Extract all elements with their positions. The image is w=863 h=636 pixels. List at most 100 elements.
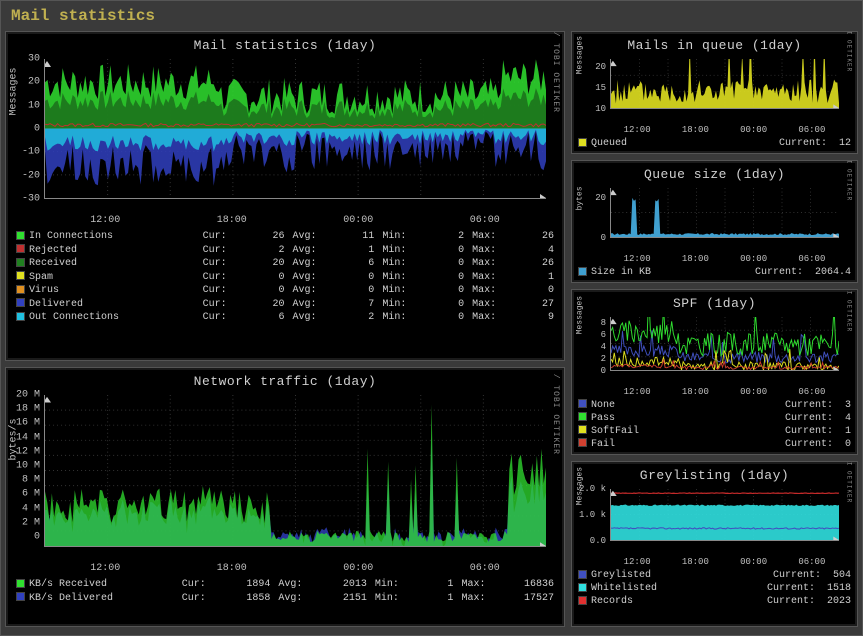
y-tick: 10 [12,100,40,111]
rrdtool-credit: RRDTOOL / TOBI OETIKER [846,461,853,503]
legend-row: In ConnectionsCur:26Avg:11Min:2Max:26 [12,230,558,244]
legend-row: GreylistedCurrent: 504 [578,569,851,582]
y-tick: 0 [12,124,40,135]
panel-mails-in-queue: Mails in queue (1day) Messages RRDTOOL /… [571,31,858,154]
window-frame: Mail statistics Mail statistics (1day) M… [0,0,863,636]
network-traffic-chart: bytes/s RRDTOOL / TOBI OETIKER 02 M4 M6 … [12,391,558,561]
y-tick: -20 [12,170,40,181]
y-tick: 20 [12,77,40,88]
x-tick: 12:00 [90,215,120,226]
y-tick: 10 M [12,461,40,472]
queue-legend: QueuedCurrent: 12 [578,137,851,150]
x-tick: 18:00 [682,125,709,135]
chart-title: Mails in queue (1day) [578,38,851,53]
x-tick: 00:00 [740,125,767,135]
dashboard-grid: Mail statistics (1day) Messages RRDTOOL … [5,31,858,627]
y-tick: 0 [578,366,606,376]
y-tick: 0 [578,233,606,243]
y-tick: 6 [578,330,606,340]
rrdtool-credit: RRDTOOL / TOBI OETIKER [846,160,853,201]
x-axis-ticks: 12:00 18:00 00:00 06:00 [578,125,851,135]
y-tick: 4 M [12,503,40,514]
legend-row: SpamCur:0Avg:0Min:0Max:1 [12,271,558,285]
y-tick: -10 [12,147,40,158]
x-tick: 06:00 [798,557,825,567]
y-tick: 16 M [12,418,40,429]
x-axis-ticks: 12:0018:0000:0006:00 [578,387,851,397]
y-tick: 30 [12,54,40,65]
x-axis-ticks: 12:00 18:00 00:00 06:00 [12,563,558,574]
chart-title: Greylisting (1day) [578,468,851,483]
x-axis-ticks: 12:0018:0000:0006:00 [578,557,851,567]
page-title: Mail statistics [5,5,858,31]
spf-legend: NoneCurrent: 3PassCurrent: 4SoftFailCurr… [578,399,851,451]
legend-row: NoneCurrent: 3 [578,399,851,412]
queue-size-legend: Size in KBCurrent: 2064.4 [578,266,851,279]
chart-title: Network traffic (1day) [12,374,558,389]
x-tick: 06:00 [470,215,500,226]
legend-row: FailCurrent: 0 [578,438,851,451]
y-tick: 20 M [12,390,40,401]
rrdtool-credit: RRDTOOL / TOBI OETIKER [552,31,561,113]
panel-queue-size: Queue size (1day) bytes RRDTOOL / TOBI O… [571,160,858,283]
spf-chart: Messages RRDTOOL / TOBI OETIKER 02468 [578,313,851,385]
greylisting-chart: Messages RRDTOOL / TOBI OETIKER 0.01.0 k… [578,485,851,555]
y-tick: 0 [12,532,40,543]
x-tick: 18:00 [682,557,709,567]
y-tick: 20 [578,193,606,203]
queue-size-chart: bytes RRDTOOL / TOBI OETIKER 020 [578,184,851,252]
chart-title: Mail statistics (1day) [12,38,558,53]
y-tick: 0.0 [578,536,606,546]
x-axis-ticks: 12:0018:0000:0006:00 [578,254,851,264]
y-tick: 18 M [12,404,40,415]
x-tick: 00:00 [740,387,767,397]
x-tick: 12:00 [624,387,651,397]
y-tick: 15 [578,83,606,93]
x-tick: 12:00 [624,125,651,135]
greylisting-legend: GreylistedCurrent: 504WhitelistedCurrent… [578,569,851,608]
legend-row: VirusCur:0Avg:0Min:0Max:0 [12,284,558,298]
panel-spf: SPF (1day) Messages RRDTOOL / TOBI OETIK… [571,289,858,455]
rrdtool-credit: RRDTOOL / TOBI OETIKER [846,31,853,72]
legend-row: QueuedCurrent: 12 [578,137,851,150]
x-tick: 06:00 [798,254,825,264]
legend-row: RejectedCur:2Avg:1Min:0Max:4 [12,244,558,258]
legend-row: KB/s ReceivedCur:1894Avg:2013Min:1Max:16… [12,578,558,592]
chart-title: Queue size (1day) [578,167,851,182]
legend-row: KB/s DeliveredCur:1858Avg:2151Min:1Max:1… [12,592,558,606]
legend-row: DeliveredCur:20Avg:7Min:0Max:27 [12,298,558,312]
y-tick: 8 M [12,475,40,486]
legend-row: Size in KBCurrent: 2064.4 [578,266,851,279]
x-tick: 12:00 [624,254,651,264]
network-traffic-legend: KB/s ReceivedCur:1894Avg:2013Min:1Max:16… [12,578,558,605]
x-tick: 06:00 [798,125,825,135]
panel-mail-statistics: Mail statistics (1day) Messages RRDTOOL … [5,31,565,361]
x-tick: 00:00 [740,557,767,567]
x-tick: 06:00 [798,387,825,397]
y-tick: 6 M [12,489,40,500]
queue-chart: Messages RRDTOOL / TOBI OETIKER 101520 [578,55,851,123]
y-tick: 20 [578,62,606,72]
x-tick: 06:00 [470,563,500,574]
y-tick: 2 [578,354,606,364]
y-tick: 10 [578,104,606,114]
x-tick: 18:00 [682,254,709,264]
x-tick: 00:00 [343,215,373,226]
legend-row: ReceivedCur:20Avg:6Min:0Max:26 [12,257,558,271]
y-tick: 2 M [12,517,40,528]
mail-stats-chart: Messages RRDTOOL / TOBI OETIKER -30-20-1… [12,55,558,213]
y-tick: 1.0 k [578,510,606,520]
y-tick: 4 [578,342,606,352]
x-tick: 00:00 [343,563,373,574]
x-axis-ticks: 12:00 18:00 00:00 06:00 [12,215,558,226]
x-tick: 18:00 [217,563,247,574]
y-tick: 12 M [12,446,40,457]
y-tick: 8 [578,318,606,328]
legend-row: WhitelistedCurrent: 1518 [578,582,851,595]
legend-row: PassCurrent: 4 [578,412,851,425]
y-tick: 2.0 k [578,484,606,494]
panel-greylisting: Greylisting (1day) Messages RRDTOOL / TO… [571,461,858,627]
legend-row: Out ConnectionsCur:6Avg:2Min:0Max:9 [12,311,558,325]
x-tick: 18:00 [217,215,247,226]
x-tick: 12:00 [90,563,120,574]
